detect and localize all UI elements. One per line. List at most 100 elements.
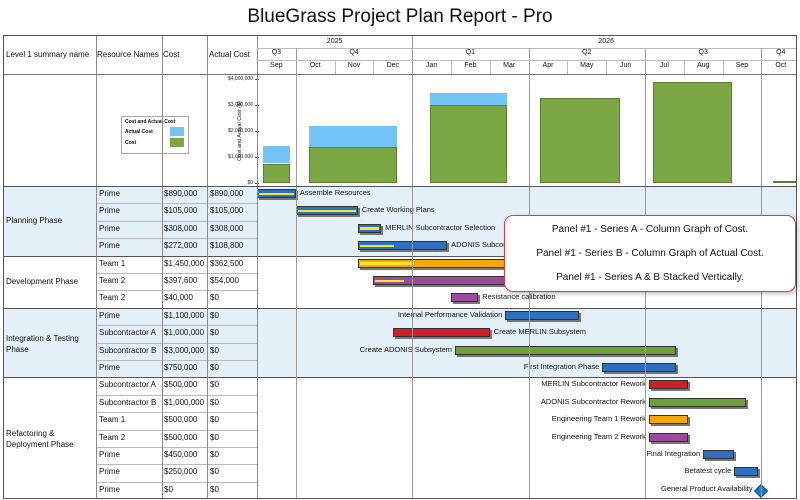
year-label[interactable]: 2025 [326,38,343,45]
actual-cost-cell[interactable]: $0 [210,450,219,459]
resource-cell[interactable]: Team 2 [99,276,126,285]
resource-cell[interactable]: Subcontractor B [99,397,157,407]
cost-cell[interactable]: $500,000 [164,432,198,442]
resource-cell[interactable]: Prime [99,241,120,251]
actual-cost-cell[interactable]: $362,500 [210,258,244,268]
phase-name[interactable]: Planning Phase [6,215,63,225]
cost-cell[interactable]: $397,600 [164,276,198,285]
cost-cell[interactable]: $750,000 [164,363,198,372]
cost-cell[interactable]: $3,000,000 [164,345,205,355]
month-label[interactable]: Sep [270,62,283,69]
task-bar[interactable] [454,345,677,355]
cost-cell[interactable]: $450,000 [164,450,198,459]
col-header-actual[interactable]: Actual Cost [209,50,250,59]
phase-name[interactable]: Refactoring & Deployment Phase [6,429,74,450]
quarter-label[interactable]: Q3 [271,49,282,56]
col-header-cost[interactable]: Cost [163,50,180,59]
month-label[interactable]: Jun [619,62,632,69]
month-label[interactable]: Nov [347,62,361,69]
cost-cell[interactable]: $105,000 [164,206,198,216]
month-label[interactable]: Dec [386,62,400,69]
cost-cell[interactable]: $1,000,000 [164,397,205,407]
task-bar[interactable] [451,293,479,303]
month-label[interactable]: Oct [309,62,321,69]
year-label[interactable]: 2026 [598,38,614,45]
cost-cell[interactable]: $250,000 [164,467,198,477]
month-label[interactable]: Sep [735,62,749,69]
actual-cost-cell[interactable]: $0 [210,380,219,390]
month-label[interactable]: Jul [659,62,669,69]
cost-cell[interactable]: $272,000 [164,241,198,251]
cost-cell[interactable]: $500,000 [164,415,198,425]
cost-cell[interactable]: $1,000,000 [164,328,205,338]
month-label[interactable]: Mar [503,62,516,69]
resource-cell[interactable]: Prime [99,467,120,477]
task-bar[interactable] [648,432,688,442]
month-label[interactable]: Aug [696,62,710,69]
quarter-label[interactable]: Q3 [698,49,708,56]
task-bar[interactable] [505,310,580,320]
actual-cost-cell[interactable]: $0 [210,363,219,372]
month-label[interactable]: Oct [775,62,787,69]
actual-cost-cell[interactable]: $105,000 [210,206,244,216]
task-bar[interactable] [734,467,758,477]
actual-cost-cell[interactable]: $0 [210,415,219,425]
resource-cell[interactable]: Subcontractor A [99,328,156,338]
cost-cell[interactable]: $500,000 [164,380,198,390]
resource-cell[interactable]: Team 2 [99,432,126,442]
cost-column [429,105,508,183]
month-label[interactable]: Apr [542,62,554,69]
cost-cell[interactable]: $308,000 [164,223,198,233]
resource-cell[interactable]: Team 1 [99,258,126,268]
month-label[interactable]: May [580,62,594,69]
task-bar[interactable] [648,380,688,390]
resource-cell[interactable]: Prime [99,450,120,459]
task-bar[interactable] [392,328,490,338]
cost-cell[interactable]: $0 [164,484,173,494]
resource-cell[interactable]: Prime [99,206,120,216]
header-divider [4,74,796,75]
resource-cell[interactable]: Prime [99,189,120,198]
task-bar[interactable] [602,363,677,372]
actual-cost-cell[interactable]: $108,800 [210,241,244,251]
col-header-summary[interactable]: Level 1 summary name [6,50,90,59]
resource-cell[interactable]: Prime [99,484,120,494]
year-separator [412,36,414,48]
chart-legend: Cost and Actual Cost Actual Cost Cost [121,116,189,154]
task-bar[interactable] [703,450,735,459]
cost-cell[interactable]: $40,000 [164,293,193,303]
quarter-label[interactable]: Q2 [582,49,592,56]
actual-cost-cell[interactable]: $0 [210,328,219,338]
resource-cell[interactable]: Prime [99,223,120,233]
task-bar[interactable] [648,415,688,425]
cost-cell[interactable]: $890,000 [164,189,198,198]
task-bar[interactable] [648,397,746,407]
resource-cell[interactable]: Team 2 [99,293,126,303]
actual-cost-cell[interactable]: $0 [210,484,219,494]
actual-cost-cell[interactable]: $0 [210,467,219,477]
quarter-label[interactable]: Q1 [465,49,476,56]
cost-cell[interactable]: $1,450,000 [164,258,205,268]
task-bar[interactable] [357,241,448,251]
actual-cost-cell[interactable]: $0 [210,397,219,407]
month-label[interactable]: Jan [425,62,438,69]
actual-cost-cell[interactable]: $308,000 [210,223,244,233]
actual-cost-cell[interactable]: $0 [210,293,219,303]
cost-cell[interactable]: $1,100,000 [164,310,205,320]
actual-cost-cell[interactable]: $54,000 [210,276,239,285]
actual-cost-cell[interactable]: $0 [210,345,219,355]
col-header-resource[interactable]: Resource Names [97,50,159,59]
resource-cell[interactable]: Prime [99,310,120,320]
actual-cost-cell[interactable]: $0 [210,310,219,320]
phase-name[interactable]: Development Phase [6,276,79,286]
resource-cell[interactable]: Subcontractor B [99,345,157,355]
resource-cell[interactable]: Prime [99,363,120,372]
quarter-label[interactable]: Q4 [349,49,359,56]
resource-cell[interactable]: Team 1 [99,415,126,425]
month-label[interactable]: Feb [464,62,477,69]
resource-cell[interactable]: Subcontractor A [99,380,156,390]
phase-name[interactable]: Integration & Testing Phase [6,333,79,354]
actual-cost-cell[interactable]: $890,000 [210,189,244,198]
quarter-label[interactable]: Q4 [776,49,786,56]
actual-cost-cell[interactable]: $0 [210,432,219,442]
